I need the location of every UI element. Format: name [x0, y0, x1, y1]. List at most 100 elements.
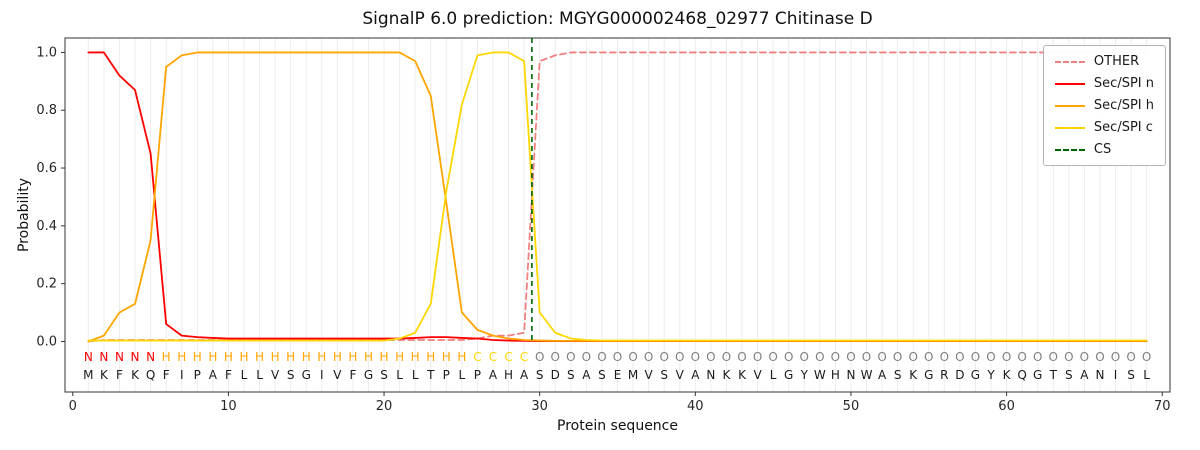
region-letter: H — [193, 350, 202, 364]
region-letter: O — [846, 350, 855, 364]
region-letter: O — [706, 350, 715, 364]
sequence-letter: H — [504, 368, 513, 382]
sequence-letter: M — [628, 368, 638, 382]
legend-item-sec-spi-c: Sec/SPI c — [1054, 120, 1154, 135]
sequence-letter: A — [691, 368, 700, 382]
series-sec-spi-c — [87, 51, 1148, 342]
sequence-letter: V — [333, 368, 342, 382]
sequence-letter: H — [831, 368, 840, 382]
sequence-letter: L — [1143, 368, 1150, 382]
x-tick-label: 60 — [998, 399, 1015, 414]
sequence-letter: V — [753, 368, 762, 382]
region-letter: C — [489, 350, 497, 364]
sequence-letter: S — [660, 368, 668, 382]
region-letter: O — [924, 350, 933, 364]
sequence-letter: P — [194, 368, 201, 382]
region-letter: H — [302, 350, 311, 364]
sequence-letter: M — [83, 368, 93, 382]
region-letter: H — [457, 350, 466, 364]
region-letter: N — [131, 350, 140, 364]
region-letter: O — [566, 350, 575, 364]
sequence-letter: A — [878, 368, 887, 382]
y-tick-label: 0.6 — [36, 161, 57, 176]
sequence-letter: F — [116, 368, 123, 382]
region-letter: O — [1080, 350, 1089, 364]
sequence-letter: L — [459, 368, 466, 382]
legend-label: Sec/SPI n — [1093, 76, 1154, 91]
region-letter: H — [255, 350, 264, 364]
legend-line-sample — [1054, 82, 1085, 85]
sequence-letter: G — [784, 368, 793, 382]
sequence-letter: L — [256, 368, 263, 382]
x-tick-label: 20 — [376, 399, 393, 414]
region-letter: O — [1142, 350, 1151, 364]
region-letter: O — [877, 350, 886, 364]
region-letter: H — [411, 350, 420, 364]
axes-frame — [64, 37, 1171, 393]
region-letter: H — [317, 350, 326, 364]
region-letter: H — [162, 350, 171, 364]
sequence-letter: S — [598, 368, 606, 382]
legend-label: CS — [1093, 142, 1112, 157]
region-letter: H — [348, 350, 357, 364]
x-tick-label: 50 — [843, 399, 860, 414]
region-letter: O — [862, 350, 871, 364]
y-tick-label: 0.0 — [36, 334, 57, 349]
region-letter: O — [753, 350, 762, 364]
region-letter: H — [380, 350, 389, 364]
region-letter: O — [784, 350, 793, 364]
sequence-letter: P — [474, 368, 481, 382]
sequence-letter: L — [412, 368, 419, 382]
sequence-letter: S — [380, 368, 388, 382]
region-letter: O — [800, 350, 809, 364]
sequence-letter: N — [846, 368, 855, 382]
region-letter: O — [1033, 350, 1042, 364]
region-letter: H — [364, 350, 373, 364]
region-letter: O — [675, 350, 684, 364]
region-letter: O — [1126, 350, 1135, 364]
sequence-letter: A — [209, 368, 218, 382]
region-letter: H — [208, 350, 217, 364]
sequence-letter: K — [909, 368, 918, 382]
sequence-letter: D — [955, 368, 964, 382]
region-letter: H — [286, 350, 295, 364]
region-letter: O — [659, 350, 668, 364]
sequence-letter: K — [723, 368, 732, 382]
region-letter: O — [613, 350, 622, 364]
region-letter: O — [722, 350, 731, 364]
region-letter: N — [99, 350, 108, 364]
region-letter: O — [986, 350, 995, 364]
legend-item-sec-spi-h: Sec/SPI h — [1054, 98, 1154, 113]
sequence-letter: F — [349, 368, 356, 382]
y-tick-label: 1.0 — [36, 45, 57, 60]
region-letter: H — [442, 350, 451, 364]
legend: OTHER Sec/SPI n Sec/SPI h Sec/SPI c CS — [1042, 45, 1166, 166]
sequence-letter: F — [163, 368, 170, 382]
sequence-letter: K — [100, 368, 109, 382]
region-letter: O — [628, 350, 637, 364]
sequence-letter: W — [861, 368, 873, 382]
region-letter: O — [597, 350, 606, 364]
chart-title: SignalP 6.0 prediction: MGYG000002468_02… — [362, 9, 873, 29]
sequence-letter: R — [940, 368, 948, 382]
sequence-letter: S — [567, 368, 575, 382]
x-tick-label: 10 — [220, 399, 237, 414]
sequence-letter: A — [489, 368, 498, 382]
sequence-letter: A — [582, 368, 591, 382]
sequence-letter: S — [536, 368, 544, 382]
region-letter: C — [504, 350, 512, 364]
sequence-letter: G — [364, 368, 373, 382]
region-letter: O — [1095, 350, 1104, 364]
region-letter: H — [426, 350, 435, 364]
sequence-letter: I — [320, 368, 324, 382]
region-letter: C — [520, 350, 528, 364]
sequence-letter: T — [1049, 368, 1058, 382]
region-letter: O — [768, 350, 777, 364]
region-letter: O — [1064, 350, 1073, 364]
region-letter: O — [582, 350, 591, 364]
y-tick-label: 0.8 — [36, 103, 57, 118]
sequence-letter: S — [1065, 368, 1073, 382]
